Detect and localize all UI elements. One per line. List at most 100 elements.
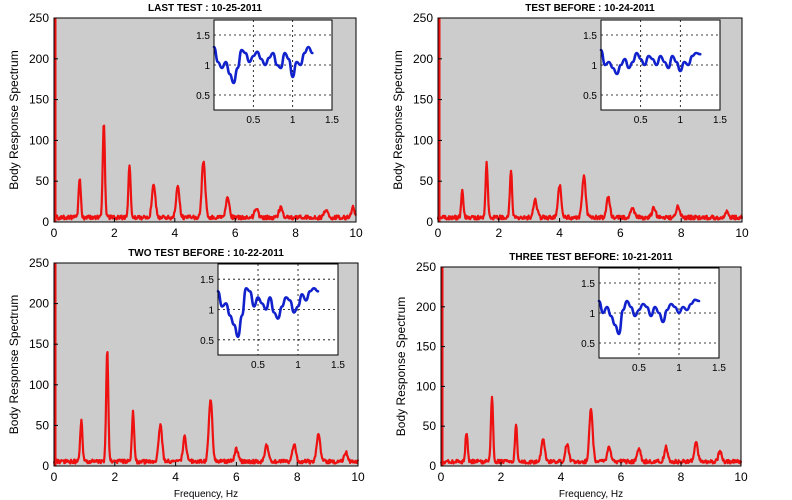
spectrum-series-line [53,124,357,221]
x-tick-label: 0 [51,470,58,484]
x-tick-label: 8 [292,226,299,240]
spectrum-series-line [439,395,743,465]
y-tick-label: 200 [413,52,433,66]
y-tick-label: 150 [29,93,49,107]
x-tick-label: 6 [233,470,240,484]
inset-x-tick-label: 1.5 [712,363,726,374]
y-tick-label: 250 [413,11,433,25]
x-axis-label: Frequency, Hz [174,489,238,500]
y-axis-label: Body Response Spectrum [7,50,21,189]
inset-y-tick-label: 1.5 [200,275,214,286]
inset-x-tick-label: 0.5 [251,360,265,371]
x-tick-label: 6 [618,470,625,484]
x-tick-label: 4 [558,470,565,484]
x-tick-label: 0 [438,470,445,484]
inset-x-tick-label: 0.5 [634,115,648,126]
inset-x-tick-label: 1 [676,363,682,374]
x-tick-label: 0 [51,226,58,240]
inset-y-tick-label: 1.5 [583,31,597,42]
y-tick-label: 250 [416,260,436,274]
inset-series-line [597,298,701,336]
inset-frame [217,263,339,356]
spectrum-series-line [52,351,360,465]
y-tick-label: 100 [413,133,433,147]
inset-y-tick-label: 1 [591,61,597,72]
plot-frame [53,17,357,223]
x-tick-label: 6 [232,226,239,240]
x-tick-label: 8 [678,226,685,240]
y-tick-label: 50 [36,418,50,432]
x-tick-label: 2 [498,470,505,484]
inset-chart: 0.5 1 1.5 0.5 1 1.5 [200,263,345,371]
inset-x-tick-label: 1.5 [331,360,345,371]
inset-y-tick-label: 1 [208,306,214,317]
inset-frame [600,19,721,111]
y-tick-label: 200 [29,52,49,66]
y-tick-label: 100 [29,378,49,392]
inset-x-tick-label: 1.5 [713,115,727,126]
x-axis-label: Frequency, Hz [559,489,623,500]
x-tick-label: 10 [735,226,749,240]
y-tick-label: 0 [42,459,49,473]
inset-y-tick-label: 1.5 [196,31,210,42]
x-tick-label: 2 [111,226,118,240]
x-tick-label: 8 [294,470,301,484]
x-tick-label: 8 [678,470,685,484]
y-tick-label: 200 [29,297,49,311]
x-tick-label: 4 [171,226,178,240]
inset-x-tick-label: 1.5 [325,115,339,126]
plot-frame [53,262,359,467]
inset-frame [213,19,333,111]
inset-frame [598,267,720,359]
inset-y-tick-label: 0.5 [200,336,214,347]
x-tick-label: 0 [435,226,442,240]
inset-x-tick-label: 1 [290,115,296,126]
y-tick-label: 50 [423,419,437,433]
chart-title: LAST TEST : 10-25-2011 [148,3,262,14]
x-tick-label: 2 [495,226,502,240]
y-axis-label: Body Response Spectrum [391,50,405,189]
chart-title: TEST BEFORE : 10-24-2011 [525,3,655,14]
x-tick-label: 4 [172,470,179,484]
inset-chart: 0.5 1 1.5 0.5 1 1.5 [583,19,727,126]
y-axis-label: Body Response Spectrum [7,295,21,434]
x-tick-label: 10 [349,226,363,240]
y-tick-label: 200 [416,300,436,314]
y-tick-label: 0 [426,215,433,229]
inset-y-tick-label: 1.5 [581,279,595,290]
y-tick-label: 250 [29,11,49,25]
chart-title: THREE TEST BEFORE: 10-21-2011 [509,252,673,263]
y-tick-label: 100 [416,379,436,393]
inset-y-tick-label: 0.5 [583,91,597,102]
y-tick-label: 150 [413,93,433,107]
inset-y-tick-label: 1 [589,309,595,320]
plot-frame [440,266,742,467]
inset-x-tick-label: 1 [295,360,301,371]
y-tick-label: 150 [416,340,436,354]
inset-x-tick-label: 1 [678,115,684,126]
inset-y-tick-label: 1 [204,61,210,72]
inset-chart: 0.5 1 1.5 0.5 1 1.5 [581,267,726,374]
inset-series-line [212,45,314,85]
x-tick-label: 10 [351,470,365,484]
x-tick-label: 10 [734,470,748,484]
y-tick-label: 0 [42,215,49,229]
inset-y-tick-label: 0.5 [196,91,210,102]
y-axis-label: Body Response Spectrum [394,297,408,436]
y-tick-label: 250 [29,256,49,270]
inset-series-line [216,286,320,339]
y-tick-label: 50 [36,174,50,188]
plot-frame [437,17,743,223]
x-tick-label: 6 [617,226,624,240]
spectrum-series-line [436,160,744,221]
inset-x-tick-label: 0.5 [246,115,260,126]
y-tick-label: 0 [429,459,436,473]
chart-title: TWO TEST BEFORE : 10-22-2011 [128,248,284,259]
x-tick-label: 4 [556,226,563,240]
y-tick-label: 100 [29,133,49,147]
